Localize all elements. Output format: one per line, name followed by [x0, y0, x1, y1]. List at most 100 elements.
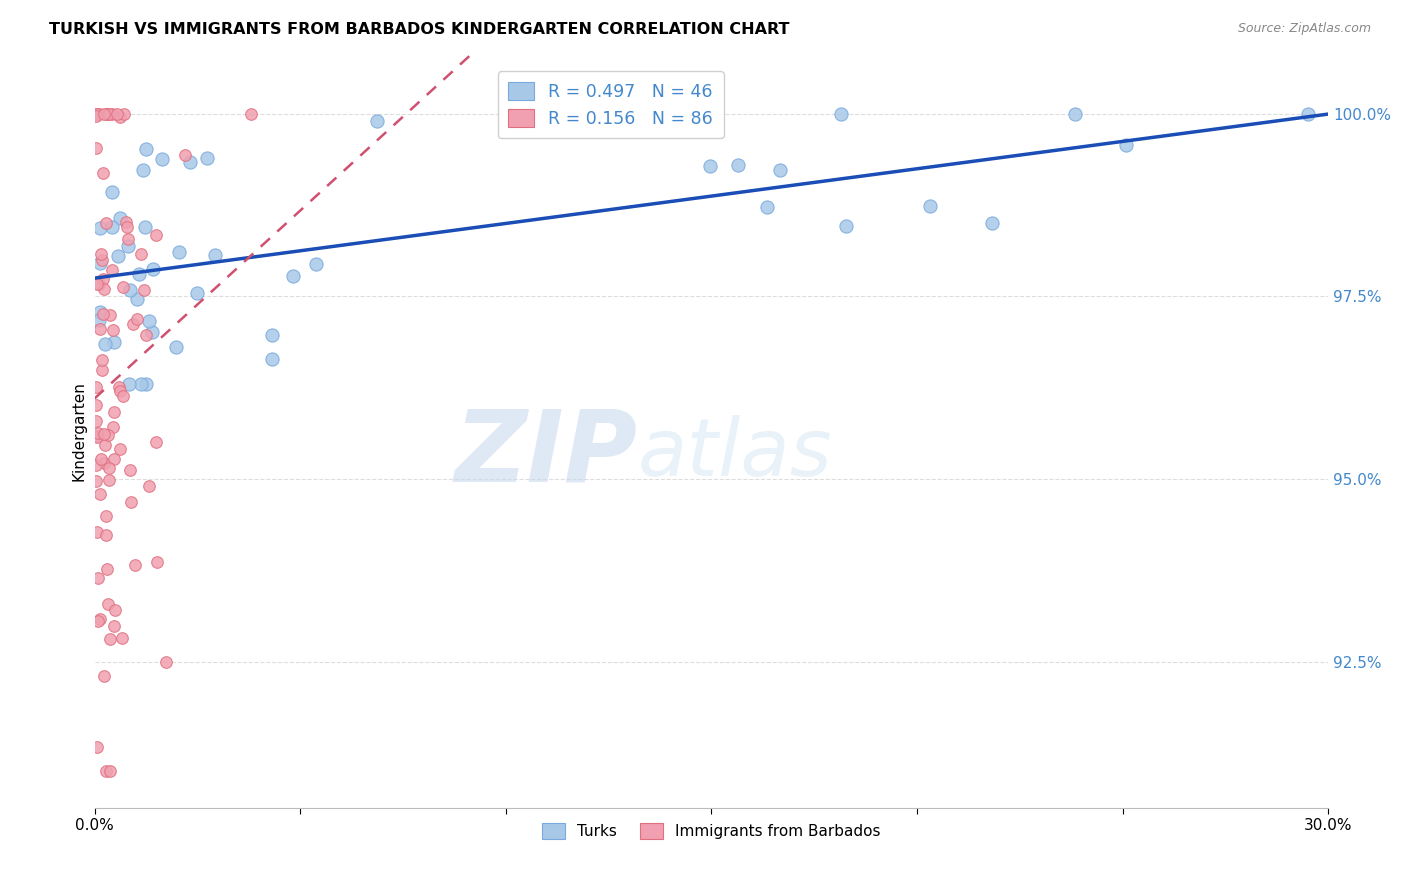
Point	[94, 508, 117, 523]
Point	[186, 286, 208, 301]
Point	[305, 257, 328, 271]
Point	[98, 308, 121, 322]
Point	[366, 113, 388, 128]
Point	[96, 562, 118, 576]
Point	[84, 380, 107, 394]
Point	[134, 219, 156, 234]
Point	[84, 414, 107, 428]
Point	[93, 456, 115, 470]
Y-axis label: Kindergarten: Kindergarten	[72, 382, 86, 482]
Point	[1115, 138, 1137, 153]
Text: TURKISH VS IMMIGRANTS FROM BARBADOS KINDERGARTEN CORRELATION CHART: TURKISH VS IMMIGRANTS FROM BARBADOS KIND…	[49, 22, 790, 37]
Point	[86, 106, 108, 120]
Point	[103, 452, 125, 467]
Point	[127, 312, 149, 326]
Point	[97, 597, 120, 611]
Point	[86, 277, 108, 291]
Point	[830, 106, 852, 120]
Point	[89, 322, 111, 336]
Point	[89, 305, 111, 319]
Point	[100, 263, 122, 277]
Point	[91, 272, 114, 286]
Point	[110, 631, 132, 645]
Point	[101, 106, 124, 120]
Point	[1296, 106, 1319, 120]
Point	[262, 328, 284, 343]
Point	[107, 249, 129, 263]
Point	[90, 246, 112, 260]
Legend: Turks, Immigrants from Barbados: Turks, Immigrants from Barbados	[536, 817, 887, 846]
Point	[98, 474, 121, 488]
Point	[94, 528, 117, 542]
Point	[281, 268, 304, 283]
Point	[91, 363, 114, 377]
Point	[84, 106, 107, 120]
Point	[84, 140, 107, 154]
Point	[100, 220, 122, 235]
Point	[128, 267, 150, 281]
Point	[86, 524, 108, 539]
Point	[165, 340, 187, 354]
Point	[179, 155, 201, 169]
Point	[93, 427, 115, 442]
Point	[756, 200, 779, 214]
Point	[86, 740, 108, 755]
Point	[91, 352, 114, 367]
Point	[84, 458, 107, 473]
Point	[97, 427, 120, 442]
Point	[96, 106, 118, 120]
Point	[174, 148, 197, 162]
Point	[84, 474, 107, 488]
Point	[918, 199, 941, 213]
Point	[262, 351, 284, 366]
Point	[195, 151, 218, 165]
Point	[101, 420, 124, 434]
Point	[89, 255, 111, 269]
Point	[118, 376, 141, 391]
Point	[87, 313, 110, 327]
Point	[89, 612, 111, 626]
Point	[146, 555, 169, 569]
Point	[117, 239, 139, 253]
Point	[1063, 106, 1085, 120]
Point	[108, 211, 131, 226]
Text: ZIP: ZIP	[454, 406, 637, 502]
Point	[124, 558, 146, 572]
Point	[132, 283, 155, 297]
Point	[135, 376, 157, 391]
Point	[135, 328, 157, 343]
Point	[107, 380, 129, 394]
Point	[699, 159, 721, 173]
Point	[103, 405, 125, 419]
Point	[96, 106, 118, 120]
Point	[155, 655, 177, 669]
Point	[118, 463, 141, 477]
Point	[91, 166, 114, 180]
Point	[152, 152, 174, 166]
Point	[131, 162, 153, 177]
Point	[84, 398, 107, 412]
Point	[94, 337, 117, 351]
Point	[117, 232, 139, 246]
Point	[141, 325, 163, 339]
Point	[89, 487, 111, 501]
Point	[129, 247, 152, 261]
Point	[93, 282, 115, 296]
Point	[101, 186, 124, 200]
Point	[112, 106, 135, 120]
Point	[93, 669, 115, 683]
Point	[98, 461, 121, 475]
Point	[90, 452, 112, 467]
Point	[93, 106, 115, 120]
Point	[138, 479, 160, 493]
Point	[145, 435, 167, 450]
Point	[135, 143, 157, 157]
Point	[769, 162, 792, 177]
Point	[98, 764, 121, 779]
Point	[103, 334, 125, 349]
Point	[108, 384, 131, 398]
Point	[981, 215, 1004, 229]
Point	[103, 619, 125, 633]
Point	[86, 430, 108, 444]
Point	[834, 219, 856, 234]
